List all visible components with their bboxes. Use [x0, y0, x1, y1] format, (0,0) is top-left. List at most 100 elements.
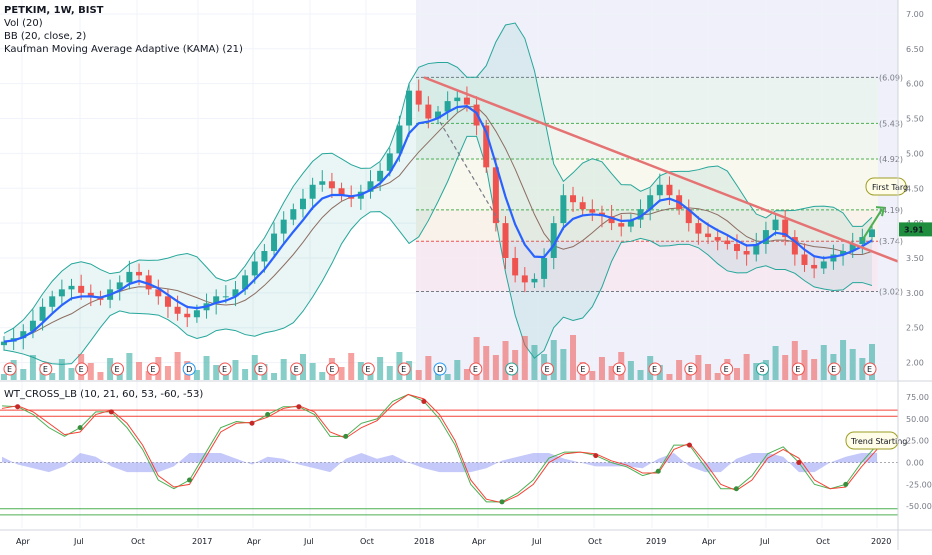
event-letter: E — [831, 365, 836, 374]
first-target-label: First Targ — [872, 183, 908, 192]
candle-body — [502, 223, 509, 258]
volume-bar — [705, 364, 712, 380]
wt-cross-dot — [187, 477, 192, 483]
volume-bar — [560, 349, 567, 380]
wt-diff-area — [2, 452, 877, 473]
fib-zone — [416, 241, 878, 292]
candle-body — [116, 282, 123, 290]
time-axis-tick: 2020 — [871, 537, 891, 546]
candle-body — [435, 111, 441, 119]
fib-level-label: (3.74) — [879, 237, 903, 246]
candle-body — [541, 257, 548, 279]
wt-cross-dot — [343, 433, 349, 439]
volume-bar — [222, 374, 229, 380]
volume-bar — [473, 337, 480, 380]
time-axis-tick: Apr — [472, 537, 487, 546]
symbol-label[interactable]: PETKIM, 1W, BIST — [4, 5, 104, 16]
event-letter: E — [43, 365, 48, 374]
candle-body — [377, 170, 384, 182]
candle-body — [724, 240, 731, 245]
event-marker — [3, 362, 17, 376]
volume-bar — [570, 335, 577, 380]
candle-body — [444, 101, 451, 112]
fib-level-label: (3.02) — [879, 287, 903, 296]
volume-bar — [58, 359, 65, 380]
volume-bar — [714, 373, 721, 380]
wt-axis-tick: 50.00 — [906, 415, 929, 424]
target-arrowhead — [875, 206, 886, 217]
candle-body — [78, 285, 85, 293]
candle-body — [20, 331, 27, 339]
volume-bar — [531, 345, 538, 380]
event-letter: E — [7, 365, 12, 374]
volume-bar — [521, 336, 528, 380]
event-marker — [254, 362, 268, 376]
event-letter: E — [724, 365, 729, 374]
candle-body — [39, 306, 46, 321]
event-marker — [397, 362, 411, 376]
volume-bar — [338, 367, 345, 380]
wt-legend-label[interactable]: WT_CROSS_LB (10, 21, 60, 53, -60, -53) — [4, 389, 204, 400]
candle-body — [782, 219, 789, 238]
event-marker — [111, 362, 124, 376]
wt2-line — [1, 393, 878, 504]
wt-axis-tick: -25.00 — [906, 480, 932, 489]
event-marker — [75, 362, 89, 376]
time-axis-tick: Jul — [531, 537, 542, 546]
candle-body — [483, 125, 490, 168]
event-marker — [361, 362, 375, 376]
dashed-projection — [439, 121, 501, 224]
volume-bar — [483, 346, 490, 380]
wt-cross-dot — [15, 404, 21, 410]
event-marker — [576, 362, 590, 376]
candle-body — [271, 233, 278, 252]
volume-legend[interactable]: Vol (20) — [4, 18, 43, 29]
candle-body — [406, 90, 413, 126]
event-marker — [756, 362, 769, 376]
wt-cross-dot — [249, 420, 255, 426]
wt-axis-tick: 75.00 — [906, 393, 929, 402]
volume-bar — [733, 368, 740, 380]
price-axis-tick: 5.50 — [906, 115, 924, 124]
bollinger-band-fill — [4, 23, 872, 365]
event-marker — [146, 362, 160, 376]
volume-bar — [463, 369, 470, 380]
event-marker — [612, 362, 626, 376]
candle-body — [222, 296, 229, 298]
candle-body — [589, 209, 596, 213]
time-axis-tick: Oct — [131, 537, 145, 546]
candle-body — [666, 184, 673, 196]
event-letter: S — [509, 365, 514, 374]
volume-bar — [174, 352, 181, 380]
volume-bar — [454, 360, 461, 380]
candle-body — [49, 296, 56, 307]
candle-body — [126, 271, 133, 283]
volume-bar — [637, 370, 644, 380]
volume-bar — [193, 370, 200, 380]
event-marker — [218, 362, 232, 376]
candle-body — [68, 285, 75, 290]
volume-bar — [425, 356, 432, 380]
candle-body — [299, 198, 306, 210]
bb-legend[interactable]: BB (20, close, 2) — [4, 31, 87, 42]
event-marker — [182, 362, 196, 376]
kama-legend[interactable]: Kaufman Moving Average Adaptive (KAMA) (… — [4, 44, 243, 55]
candle-body — [58, 289, 65, 297]
candle-body — [261, 251, 268, 262]
volume-bar — [627, 361, 634, 380]
event-letter: E — [616, 365, 621, 374]
bollinger-lower — [3, 135, 873, 365]
event-marker — [505, 362, 519, 376]
candle-body — [29, 320, 36, 332]
volume-bar — [213, 365, 220, 380]
candle-body — [811, 264, 818, 269]
volume-bar — [136, 362, 143, 380]
fib-zone — [416, 77, 878, 124]
volume-bar — [550, 340, 557, 380]
candle-body — [463, 97, 470, 105]
candle-body — [386, 153, 393, 171]
candle-body — [840, 251, 847, 255]
event-letter: E — [473, 365, 478, 374]
target-arrow — [861, 208, 883, 242]
